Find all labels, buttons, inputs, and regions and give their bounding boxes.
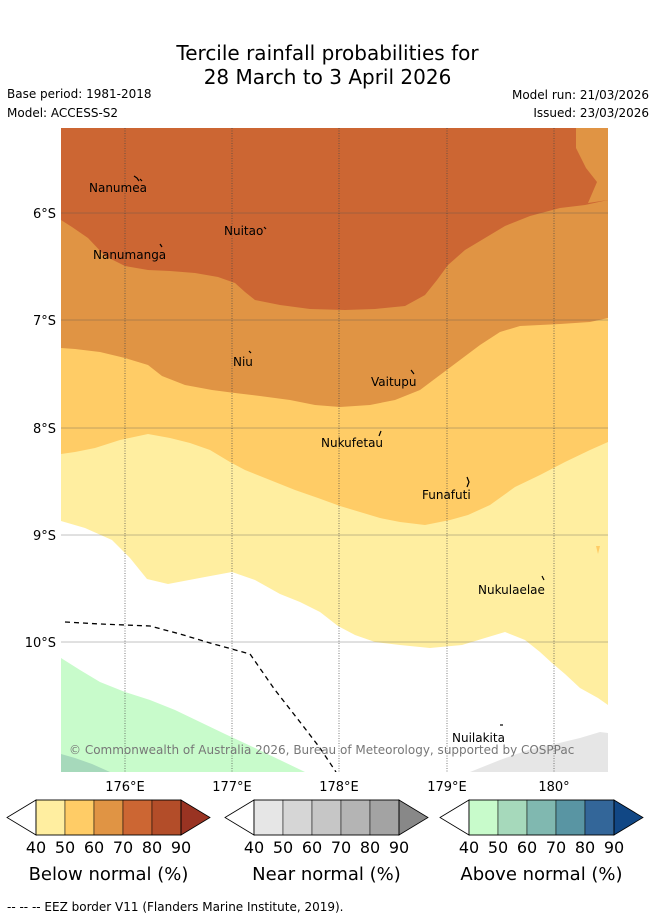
above-swatch (526, 799, 557, 836)
above-tick-label: 60 (517, 838, 537, 857)
above-lower-extend (439, 799, 470, 836)
above-tick-label: 80 (575, 838, 595, 857)
above-swatch (497, 799, 528, 836)
place-label: Nukufetau (321, 436, 383, 450)
eez-footnote: -- -- -- EEZ border V11 (Flanders Marine… (7, 900, 344, 914)
above-swatch (555, 799, 586, 836)
above-tick-label: 90 (604, 838, 624, 857)
above-swatch (468, 799, 499, 836)
near-tick-label: 80 (360, 838, 380, 857)
above-swatch (584, 799, 615, 836)
lat-tick-label: 7°S (33, 314, 56, 329)
place-label: Nanumea (89, 181, 147, 195)
near-upper-extend (398, 799, 429, 836)
below-swatch (35, 799, 66, 836)
colorbar-below-normal: 40 50 60 70 80 90 Below normal (%) (6, 799, 211, 885)
below-upper-extend (180, 799, 211, 836)
lat-tick-label: 10°S (25, 636, 56, 651)
above-tick-label: 50 (488, 838, 508, 857)
below-tick-label: 70 (113, 838, 133, 857)
below-outline (35, 799, 182, 836)
copyright-notice: © Commonwealth of Australia 2026, Bureau… (69, 743, 574, 757)
near-swatch (340, 799, 371, 836)
eez-border-line (64, 621, 337, 772)
region-below-60-70-notch (576, 128, 608, 203)
lat-tick-label: 8°S (33, 422, 56, 437)
place-label: Nanumanga (93, 248, 166, 262)
near-tick-label: 60 (302, 838, 322, 857)
above-tick-label: 40 (459, 838, 479, 857)
below-swatch (93, 799, 124, 836)
latitude-labels: 6°S 7°S 8°S 9°S 10°S (25, 207, 56, 651)
region-near-40-50 (470, 732, 608, 772)
model-run: Model run: 21/03/2026 (511, 88, 649, 102)
region-above-50-60 (61, 754, 110, 772)
colorbar-above-normal: 40 50 60 70 80 90 Above normal (%) (439, 799, 644, 885)
map-title-line1: Tercile rainfall probabilities for (176, 41, 479, 65)
below-tick-label: 60 (84, 838, 104, 857)
near-tick-label: 90 (389, 838, 409, 857)
region-above-40-50 (61, 658, 305, 772)
below-tick-label: 50 (55, 838, 75, 857)
near-tick-label: 70 (331, 838, 351, 857)
lon-tick-label: 179°E (427, 780, 467, 795)
above-upper-extend (613, 799, 644, 836)
near-tick-label: 40 (244, 838, 264, 857)
place-label: Nuitao (224, 224, 263, 238)
near-title: Near normal (%) (252, 864, 401, 885)
island-marks (133, 175, 545, 726)
near-outline (253, 799, 400, 836)
lon-tick-label: 180° (538, 780, 569, 795)
below-tick-label: 80 (142, 838, 162, 857)
near-swatch (311, 799, 342, 836)
place-label: Nuilakita (452, 731, 505, 745)
base-period: Base period: 1981-2018 (7, 87, 152, 101)
below-swatch (122, 799, 153, 836)
probability-map: Nanumea Nuitao Nanumanga Niu Vaitupu Nuk… (61, 128, 608, 772)
place-label: Niu (233, 355, 253, 369)
below-tick-label: 90 (171, 838, 191, 857)
below-title: Below normal (%) (29, 864, 189, 885)
lat-tick-label: 6°S (33, 207, 56, 222)
above-tick-label: 70 (546, 838, 566, 857)
lon-tick-label: 177°E (212, 780, 252, 795)
above-title: Above normal (%) (460, 864, 622, 885)
place-label: Vaitupu (371, 375, 417, 389)
below-tick-label: 40 (26, 838, 46, 857)
region-below-70-80 (61, 128, 608, 310)
near-tick-label: 50 (273, 838, 293, 857)
model-name: Model: ACCESS-S2 (7, 106, 119, 120)
lon-tick-label: 176°E (105, 780, 145, 795)
above-outline (468, 799, 615, 836)
colorbar-near-normal: 40 50 60 70 80 90 Near normal (%) (224, 799, 429, 885)
below-lower-extend (6, 799, 37, 836)
near-swatch (253, 799, 284, 836)
near-lower-extend (224, 799, 255, 836)
below-swatch (151, 799, 182, 836)
latitude-gridlines (61, 212, 608, 643)
near-swatch (369, 799, 400, 836)
lon-tick-label: 178°E (319, 780, 359, 795)
below-swatch (64, 799, 95, 836)
map-title-line2: 28 March to 3 April 2026 (203, 65, 452, 89)
place-label: Nukulaelae (478, 583, 545, 597)
near-swatch (282, 799, 313, 836)
longitude-labels: 176°E 177°E 178°E 179°E 180° (105, 780, 569, 795)
place-label: Funafuti (422, 488, 471, 502)
issued-date: Issued: 23/03/2026 (533, 106, 649, 120)
lat-tick-label: 9°S (33, 529, 56, 544)
small-yellow-marker (596, 546, 600, 554)
